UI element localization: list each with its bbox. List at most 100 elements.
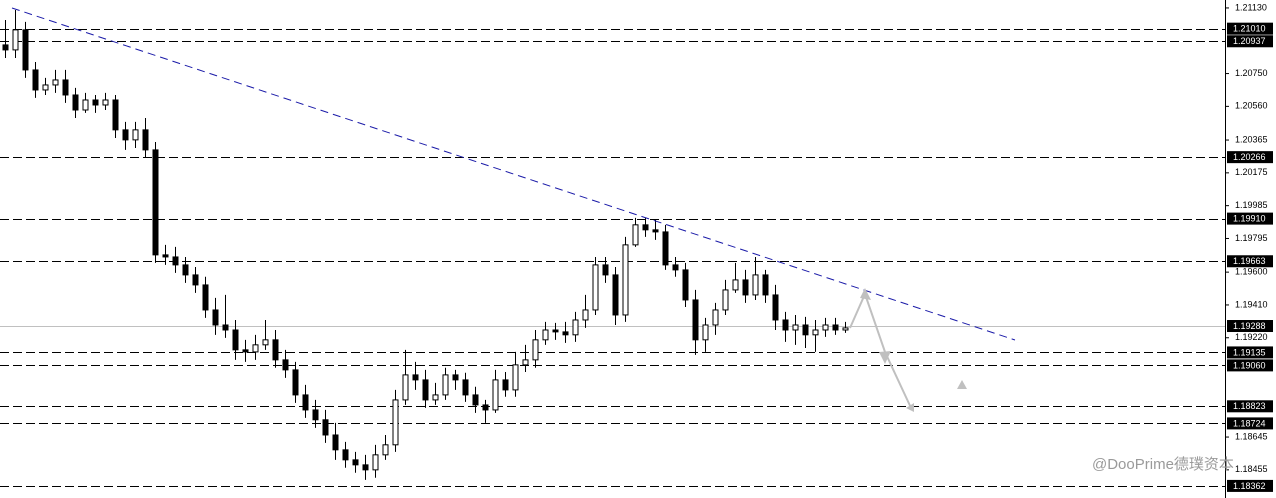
candle-body — [492, 379, 499, 411]
candle-body — [702, 324, 709, 341]
candle-body — [182, 264, 189, 276]
candle-body — [122, 129, 129, 141]
candle-body — [532, 339, 539, 361]
arrow-head — [879, 351, 891, 364]
level-label: 1.19910 — [1233, 213, 1266, 223]
candle-body — [482, 404, 489, 411]
y-tick-label: 1.19600 — [1235, 267, 1268, 277]
candle-body — [812, 329, 819, 336]
candle-body — [212, 309, 219, 326]
level-label: 1.20266 — [1233, 152, 1266, 162]
level-label: 1.20937 — [1233, 36, 1266, 46]
candle-body — [12, 29, 19, 51]
arrow-head — [906, 403, 914, 412]
candle-body — [342, 449, 349, 461]
candle-body — [722, 289, 729, 311]
candle-body — [512, 364, 519, 391]
candle-body — [112, 99, 119, 131]
candle-body — [262, 339, 269, 346]
candle-body — [712, 309, 719, 326]
candle-body — [662, 231, 669, 266]
candle-body — [292, 369, 299, 396]
candle-body — [2, 44, 9, 51]
candle-body — [832, 324, 839, 331]
candle-body — [752, 274, 759, 296]
candle-body — [572, 319, 579, 336]
candle-body — [442, 374, 449, 396]
candle-body — [202, 284, 209, 311]
levels — [0, 29, 1225, 487]
level-box — [1227, 151, 1273, 164]
y-tick-label: 1.19985 — [1235, 200, 1268, 210]
candle-body — [92, 99, 99, 106]
y-tick-label: 1.18645 — [1235, 431, 1268, 441]
y-tick-label: 1.20365 — [1235, 134, 1268, 144]
candle-body — [432, 394, 439, 401]
candle-body — [102, 99, 109, 106]
candle-body — [332, 434, 339, 451]
level-box — [1227, 35, 1273, 48]
y-tick-label: 1.20750 — [1235, 68, 1268, 78]
candle-body — [472, 394, 479, 406]
y-tick-label: 1.20175 — [1235, 167, 1268, 177]
candle-body — [22, 29, 29, 71]
candle-body — [282, 359, 289, 371]
candle-body — [632, 224, 639, 246]
candle-body — [42, 84, 49, 91]
candle-body — [232, 329, 239, 351]
level-box — [1227, 417, 1273, 430]
level-label: 1.19060 — [1233, 360, 1266, 370]
level-box — [1227, 479, 1273, 492]
candle-body — [692, 299, 699, 341]
candle-body — [412, 374, 419, 381]
candle-body — [542, 329, 549, 341]
candle-body — [82, 99, 89, 111]
candle-body — [652, 229, 659, 233]
candle-body — [62, 79, 69, 96]
candle-body — [552, 329, 559, 333]
candle-body — [322, 419, 329, 436]
candle-body — [452, 374, 459, 381]
candle-body — [362, 464, 369, 471]
level-label: 1.18362 — [1233, 481, 1266, 491]
candle-body — [642, 224, 649, 231]
level-box — [1227, 255, 1273, 268]
candle-body — [622, 244, 629, 316]
candle-body — [392, 399, 399, 446]
candle-body — [172, 256, 179, 266]
candle-body — [732, 279, 739, 291]
candle-body — [612, 274, 619, 316]
level-box — [1227, 212, 1273, 225]
level-box — [1227, 22, 1273, 35]
candle-body — [562, 331, 569, 336]
candle-body — [142, 129, 149, 151]
level-label: 1.18724 — [1233, 418, 1266, 428]
candle-body — [52, 79, 59, 86]
candle-body — [682, 269, 689, 301]
y-tick-label: 1.20560 — [1235, 101, 1268, 111]
candle-body — [592, 264, 599, 311]
level-label: 1.19663 — [1233, 256, 1266, 266]
candle-body — [822, 324, 829, 331]
level-box — [1227, 400, 1273, 413]
candle-body — [782, 319, 789, 331]
candle-body — [352, 459, 359, 466]
level-label: 1.21010 — [1233, 24, 1266, 34]
candle-body — [502, 379, 509, 391]
candle-body — [242, 349, 249, 353]
candle-body — [402, 374, 409, 401]
current-price-label: 1.19288 — [1233, 321, 1266, 331]
candle-body — [762, 274, 769, 296]
candle-body — [382, 444, 389, 456]
candle-body — [842, 327, 849, 331]
candle-body — [252, 344, 259, 353]
candle-body — [162, 254, 169, 258]
candle-body — [272, 339, 279, 361]
candle-body — [302, 394, 309, 411]
candle-body — [582, 309, 589, 321]
candle-body — [192, 274, 199, 286]
level-box — [1227, 359, 1273, 372]
trend-line — [11, 7, 1016, 341]
candle-body — [792, 324, 799, 331]
